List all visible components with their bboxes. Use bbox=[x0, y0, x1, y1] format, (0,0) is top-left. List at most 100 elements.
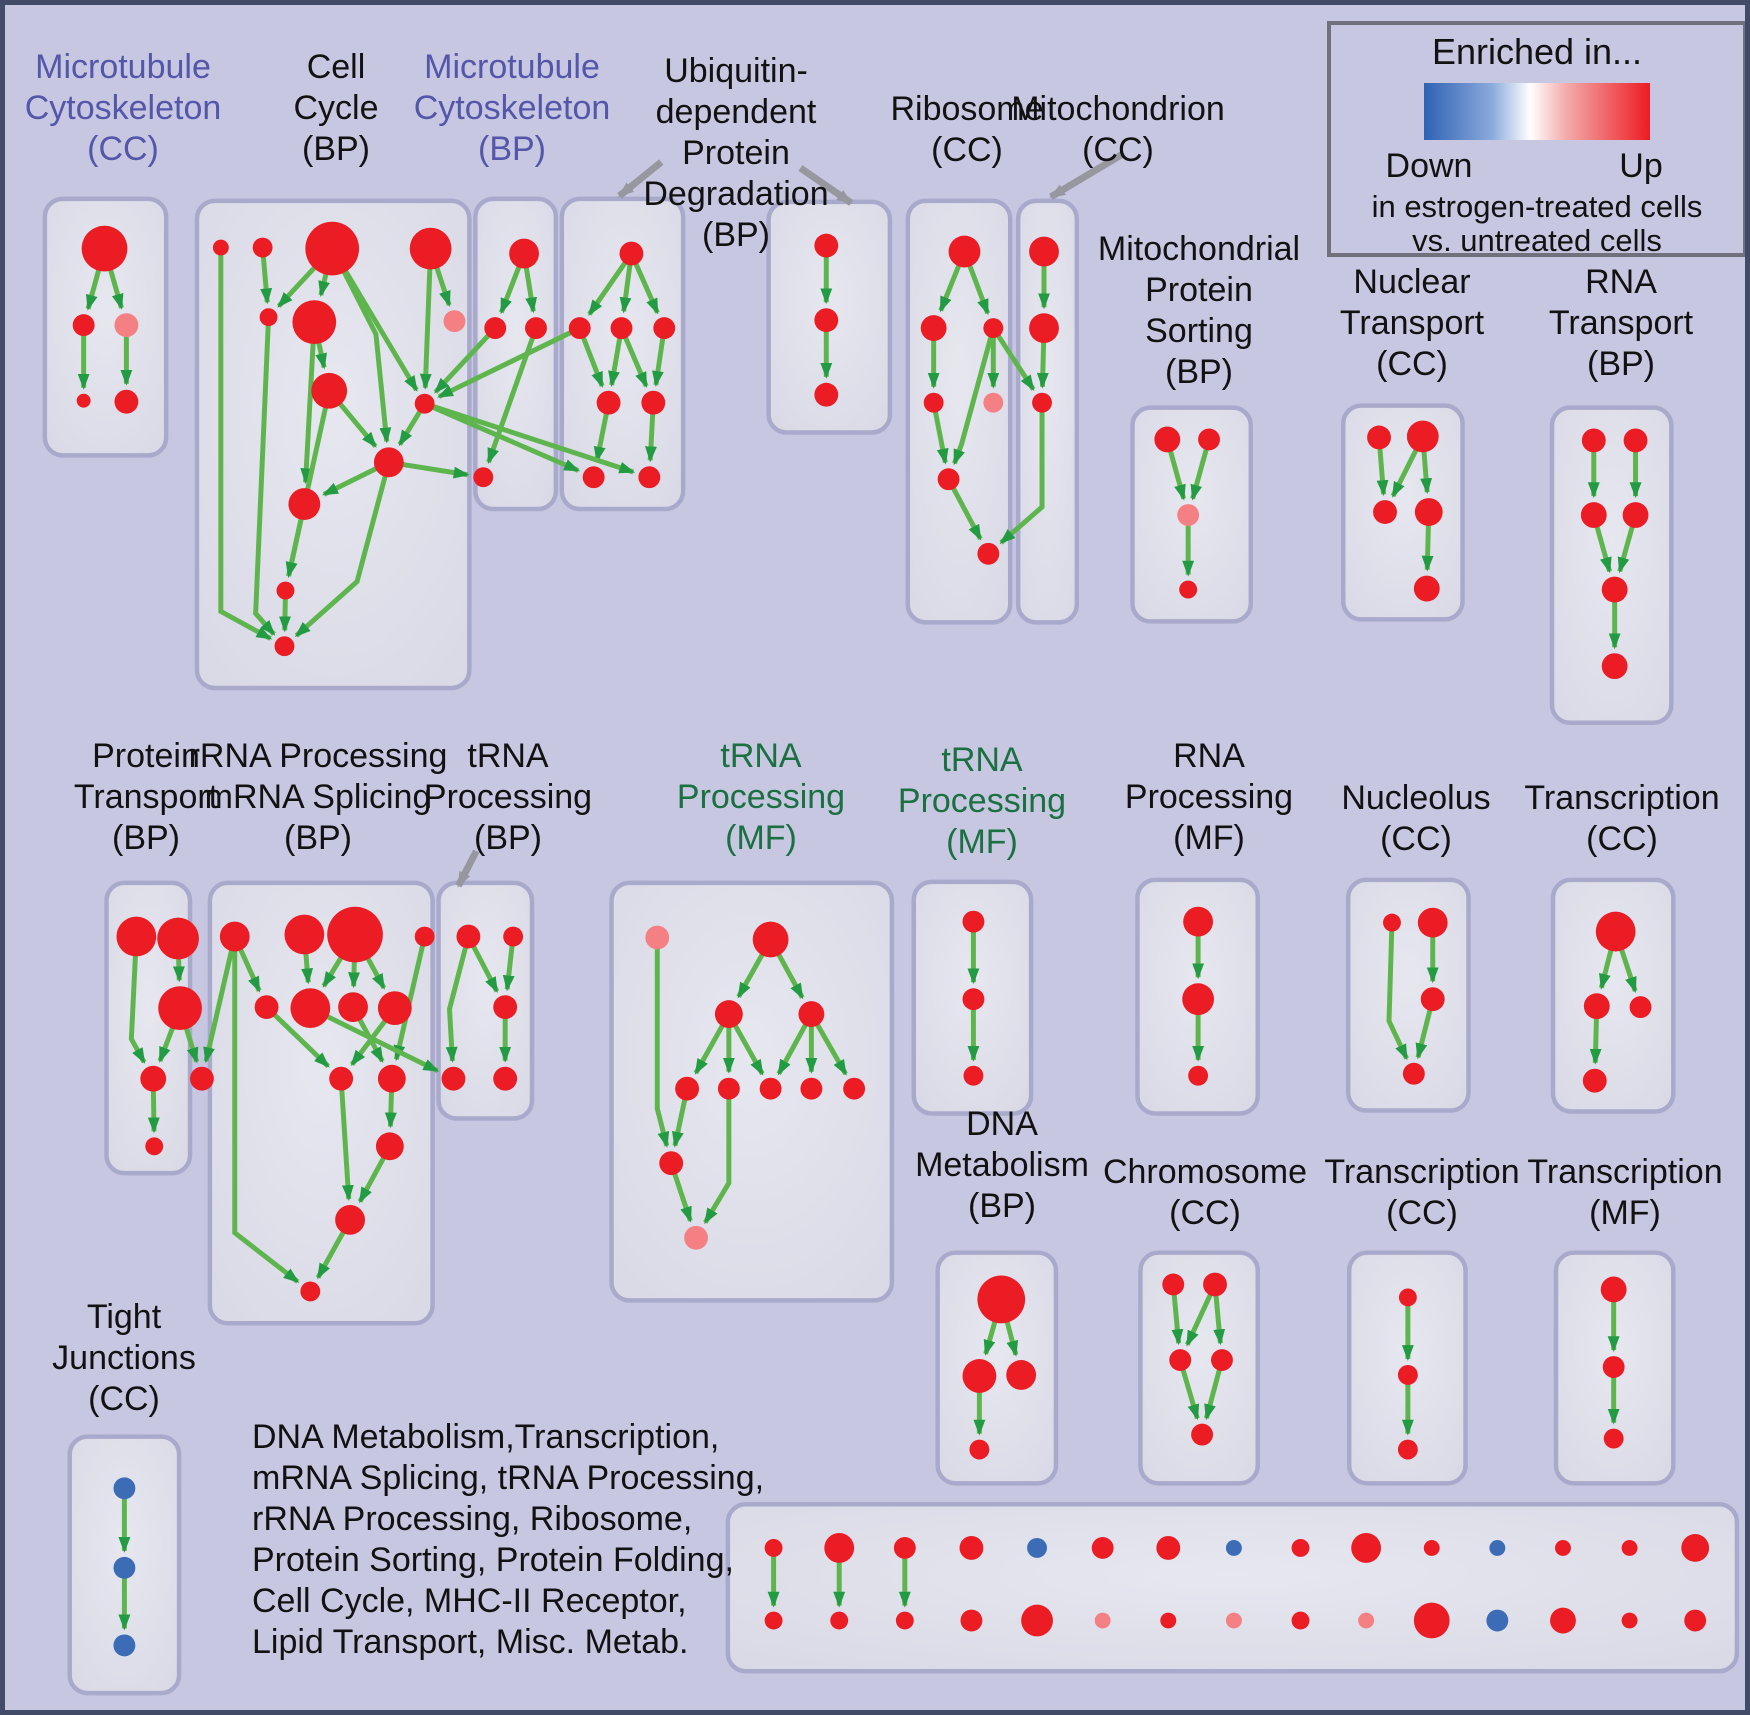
node-r9 bbox=[329, 1066, 354, 1091]
node-b4b bbox=[568, 317, 591, 340]
node-c7 bbox=[443, 310, 466, 333]
legend-subtitle-1: in estrogen-treated cells bbox=[1371, 189, 1703, 224]
node-k2 bbox=[113, 1556, 136, 1579]
network-nodes bbox=[72, 221, 1710, 1657]
node-h2 bbox=[1203, 1272, 1227, 1297]
node-b3d bbox=[473, 467, 494, 488]
node-v11 bbox=[1413, 1602, 1450, 1639]
node-a4 bbox=[76, 393, 91, 408]
node-j3 bbox=[1603, 1428, 1624, 1449]
node-u11 bbox=[1423, 1539, 1440, 1556]
node-tb3 bbox=[493, 995, 518, 1020]
node-b4c bbox=[610, 317, 633, 340]
node-j1 bbox=[1600, 1276, 1627, 1303]
node-s2 bbox=[814, 308, 839, 333]
node-b4a bbox=[619, 241, 644, 266]
node-tm6 bbox=[717, 1077, 740, 1100]
node-ptf bbox=[190, 1066, 214, 1091]
node-c6 bbox=[292, 300, 337, 345]
node-p8b bbox=[1198, 428, 1220, 451]
node-t3 bbox=[1580, 502, 1607, 528]
node-h5 bbox=[1191, 1423, 1214, 1446]
node-v9 bbox=[1291, 1611, 1310, 1630]
node-i3 bbox=[1397, 1439, 1418, 1460]
node-t5 bbox=[1601, 576, 1628, 603]
node-r6a bbox=[948, 235, 981, 268]
node-m2 bbox=[1029, 313, 1059, 344]
node-h4 bbox=[1211, 1349, 1233, 1371]
node-u5 bbox=[1027, 1538, 1047, 1558]
node-f1 bbox=[1595, 911, 1636, 952]
node-t1 bbox=[1581, 428, 1606, 453]
node-q2 bbox=[962, 988, 985, 1011]
node-f2 bbox=[1583, 993, 1610, 1020]
node-u6 bbox=[1091, 1537, 1114, 1559]
node-m3 bbox=[1032, 392, 1052, 413]
legend-up-label: Up bbox=[1619, 147, 1663, 185]
node-c13 bbox=[274, 636, 295, 657]
node-b4d bbox=[653, 317, 676, 340]
node-u14 bbox=[1621, 1539, 1638, 1556]
node-h3 bbox=[1169, 1349, 1192, 1371]
node-g4 bbox=[969, 1439, 990, 1460]
node-v12 bbox=[1486, 1609, 1509, 1632]
node-b4e bbox=[596, 390, 621, 415]
mixed-cluster-note: DNA Metabolism,Transcription, mRNA Splic… bbox=[252, 1418, 765, 1661]
node-t4 bbox=[1622, 502, 1649, 528]
node-tm3 bbox=[714, 1000, 743, 1028]
node-v14 bbox=[1621, 1612, 1638, 1629]
node-r6 bbox=[290, 988, 331, 1028]
node-v7 bbox=[1160, 1612, 1177, 1629]
node-tm10 bbox=[659, 1151, 684, 1176]
node-tm8 bbox=[800, 1077, 823, 1100]
node-pt2 bbox=[157, 917, 199, 960]
node-b4g bbox=[582, 466, 605, 489]
node-r10 bbox=[377, 1064, 406, 1093]
cluster-box-microtubule-cytoskeleton-cc bbox=[42, 196, 169, 458]
node-u12 bbox=[1489, 1539, 1506, 1556]
node-b3b bbox=[484, 317, 507, 340]
node-f3 bbox=[1629, 996, 1652, 1019]
node-r6c bbox=[983, 318, 1004, 339]
node-w3 bbox=[1188, 1065, 1209, 1086]
node-t2 bbox=[1623, 428, 1648, 453]
node-c12 bbox=[276, 581, 295, 600]
node-u15 bbox=[1681, 1534, 1710, 1562]
node-p8c bbox=[1177, 504, 1200, 526]
node-v5 bbox=[1021, 1604, 1053, 1637]
node-a2 bbox=[72, 314, 95, 337]
node-b3c bbox=[525, 317, 547, 340]
node-tm11 bbox=[684, 1225, 708, 1250]
node-c3 bbox=[305, 221, 360, 276]
node-h1 bbox=[1162, 1273, 1185, 1296]
node-e2 bbox=[1417, 907, 1448, 938]
cluster-box-microtubule-cytoskeleton-bp bbox=[473, 196, 559, 512]
node-u3 bbox=[893, 1537, 916, 1559]
node-u4 bbox=[959, 1536, 984, 1560]
cluster-box-rrna-processing-mrna-splicing-bp bbox=[207, 880, 435, 1326]
node-n3 bbox=[1373, 500, 1397, 524]
node-tm7 bbox=[759, 1077, 782, 1100]
node-tm2 bbox=[752, 921, 789, 958]
node-u7 bbox=[1156, 1536, 1181, 1560]
node-tb5 bbox=[493, 1066, 518, 1091]
node-k1 bbox=[113, 1477, 136, 1500]
cluster-box-transcription-cc bbox=[1550, 877, 1676, 1114]
node-f4 bbox=[1582, 1068, 1607, 1093]
node-s3 bbox=[814, 382, 839, 407]
cluster-box-mixed-functions bbox=[725, 1501, 1740, 1674]
node-r6b bbox=[920, 315, 947, 342]
annotation-arrows bbox=[455, 151, 1125, 888]
cluster-box-nucleolus-cc bbox=[1345, 877, 1471, 1113]
node-p8d bbox=[1179, 580, 1198, 599]
node-tm5 bbox=[675, 1076, 700, 1101]
node-r5 bbox=[254, 995, 279, 1020]
node-w2 bbox=[1182, 983, 1215, 1016]
node-g3 bbox=[1006, 1360, 1037, 1390]
node-v15 bbox=[1684, 1609, 1707, 1632]
legend-down-label: Down bbox=[1385, 147, 1473, 185]
node-tb1 bbox=[456, 924, 481, 949]
node-r7 bbox=[338, 992, 368, 1023]
cluster-box-dna-metabolism-bp bbox=[935, 1250, 1059, 1486]
cluster-box-chromosome-cc bbox=[1138, 1250, 1260, 1486]
